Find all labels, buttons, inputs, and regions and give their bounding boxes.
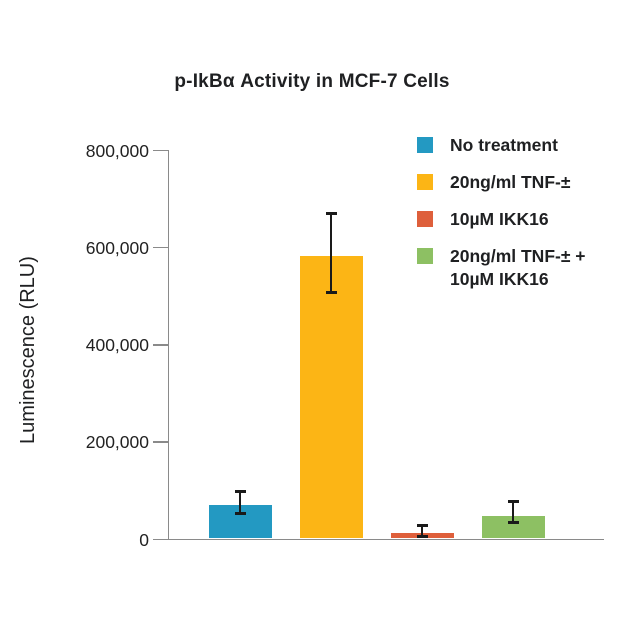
error-bar-stem-ikk16 (421, 526, 423, 536)
legend-label-tnf-ikk16: 20ng/ml TNF-± + 10µM IKK16 (450, 246, 586, 289)
legend-swatch-tnf-ikk16 (417, 248, 433, 264)
y-tick-mark (152, 344, 168, 346)
error-bar-cap-top-tnf (325, 211, 337, 215)
y-tick-label: 400,000 (85, 335, 149, 355)
legend-label-no-treatment: No treatment (450, 135, 558, 155)
legend-swatch-tnf (417, 174, 433, 190)
y-tick-mark (152, 246, 168, 249)
y-tick-label: 200,000 (85, 432, 149, 453)
chart-title: p-IkBα Activity in MCF-7 Cells (174, 71, 450, 92)
bar-tnf (299, 256, 363, 539)
legend-swatch-no-treatment (417, 137, 433, 153)
legend-item-tnf-ikk16: 20ng/ml TNF-± + 10µM IKK16 (417, 245, 586, 291)
error-bar-cap-top-ikk16 (416, 524, 428, 528)
legend-item-ikk16: 10µM IKK16 (417, 208, 586, 231)
error-bar-stem-no-treatment (239, 492, 241, 513)
y-tick-label: 800,000 (85, 140, 149, 161)
legend: No treatment 20ng/ml TNF-± 10µM IKK16 20ng/… (417, 134, 586, 291)
y-tick-mark (152, 149, 168, 151)
error-bar-cap-bottom-tnf-ikk16 (507, 521, 519, 525)
error-bar-cap-top-tnf-ikk16 (507, 499, 519, 503)
legend-label-ikk16: 10µM IKK16 (450, 209, 549, 229)
y-tick-mark (152, 441, 168, 443)
error-bar-stem-tnf-ikk16 (512, 501, 514, 523)
y-tick-label: 0 (139, 529, 149, 550)
legend-item-tnf: 20ng/ml TNF-± (417, 171, 586, 194)
error-bar-cap-top-no-treatment (234, 490, 246, 494)
error-bar-stem-tnf (330, 213, 332, 293)
y-tick-mark (152, 538, 168, 540)
legend-swatch-ikk16 (417, 211, 433, 227)
error-bar-cap-bottom-no-treatment (234, 511, 246, 515)
y-axis-line (167, 149, 169, 540)
legend-item-no-treatment: No treatment (417, 134, 586, 157)
bar-tnf-ikk16 (481, 515, 545, 539)
error-bar-cap-bottom-tnf (325, 291, 337, 295)
x-axis-line (167, 538, 604, 540)
error-bar-cap-bottom-ikk16 (416, 534, 428, 538)
y-tick-label: 600,000 (85, 237, 149, 258)
legend-label-tnf: 20ng/ml TNF-± (450, 172, 571, 192)
